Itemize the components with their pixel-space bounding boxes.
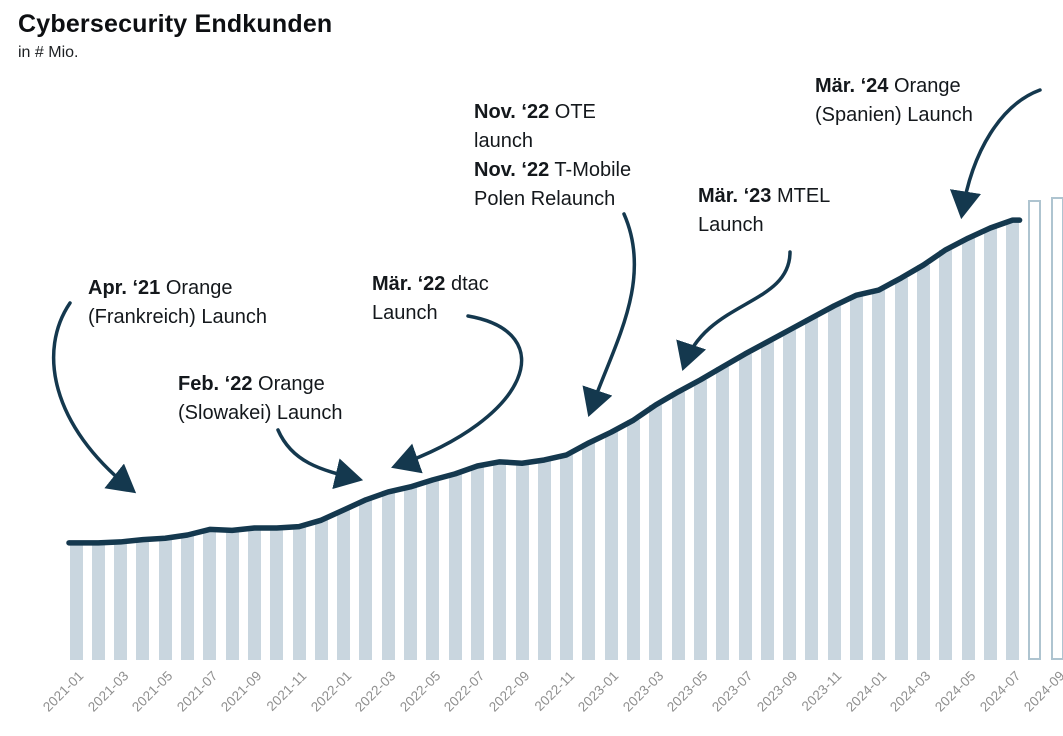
annotation-arrow-maer-22 — [391, 314, 524, 474]
annotation-arrow-maer-23 — [676, 250, 792, 371]
annotation-feb-22-orange-slowakei: Feb. ‘22 Orange (Slowakei) Launch — [178, 370, 343, 428]
bar — [560, 454, 574, 660]
chart-title: Cybersecurity Endkunden — [18, 10, 333, 38]
forecast-bar — [1028, 199, 1042, 660]
annotation-arrow-feb-22 — [276, 428, 364, 490]
bar — [181, 535, 194, 660]
bar — [158, 538, 172, 660]
x-axis-label: 2021-07 — [173, 668, 221, 715]
bar — [448, 473, 462, 660]
x-axis-label: 2022-05 — [396, 668, 444, 715]
bar — [381, 491, 395, 660]
annotation-line: (Spanien) Launch — [815, 104, 973, 126]
annotation-line: Nov. ‘22 T-Mobile — [474, 159, 632, 181]
bar — [738, 353, 752, 660]
bar — [136, 539, 150, 660]
bar — [337, 510, 351, 660]
forecast-bar — [1050, 197, 1063, 660]
x-axis-label: 2024-05 — [931, 668, 979, 715]
annotation-line: Launch — [698, 214, 764, 236]
x-axis-label: 2023-01 — [575, 668, 622, 715]
bar — [470, 466, 484, 660]
x-axis-label: 2022-09 — [485, 668, 533, 715]
bar — [850, 295, 863, 660]
bar — [247, 528, 261, 660]
x-axis-label: 2024-01 — [842, 668, 890, 715]
bar — [872, 290, 886, 660]
bar — [314, 520, 328, 660]
bar — [827, 305, 841, 660]
bar — [916, 265, 930, 660]
x-axis-label: 2023-11 — [798, 668, 845, 714]
annotation-line: Apr. ‘21 Orange — [88, 277, 233, 299]
annotation-apr-21-orange-frankreich: Apr. ‘21 Orange (Frankreich) Launch — [88, 274, 267, 332]
x-axis-label: 2021-11 — [263, 668, 310, 714]
bar — [493, 461, 507, 660]
bar — [1006, 220, 1020, 660]
bar — [961, 238, 975, 660]
bar — [939, 249, 953, 660]
bar — [805, 317, 819, 660]
bar — [627, 420, 640, 660]
annotation-line: Mär. ‘23 MTEL — [698, 185, 831, 207]
bar — [91, 542, 105, 660]
bar — [649, 404, 663, 660]
annotation-line: Launch — [372, 302, 438, 324]
annotation-arrow-maer-24 — [949, 88, 1042, 220]
annotation-line: (Slowakei) Launch — [178, 402, 343, 424]
bar — [225, 530, 239, 660]
x-axis-label: 2023-07 — [708, 668, 756, 715]
bar — [760, 341, 774, 660]
chart-subtitle: in # Mio. — [18, 44, 79, 61]
annotation-line: Nov. ‘22 OTE — [474, 101, 596, 123]
annotation-line: Mär. ‘24 Orange — [815, 75, 961, 97]
bar — [515, 463, 529, 660]
annotation-line: launch — [474, 130, 533, 152]
x-axis-label: 2022-01 — [307, 668, 355, 715]
bar — [537, 459, 551, 660]
annotation-maer-22-dtac: Mär. ‘22 dtac Launch — [372, 270, 489, 328]
bar — [114, 541, 128, 660]
x-axis-label: 2024-03 — [887, 668, 934, 715]
bar — [359, 499, 373, 660]
x-axis-label: 2024-09 — [1021, 668, 1063, 715]
bar — [426, 479, 440, 660]
x-axis-label: 2022-03 — [352, 668, 399, 715]
annotation-nov-22-ote-tmobile: Nov. ‘22 OTE launch Nov. ‘22 T-Mobile Polen… — [474, 98, 631, 214]
x-axis-label: 2023-03 — [619, 668, 667, 715]
annotation-arrow-nov-22 — [582, 212, 637, 417]
annotation-maer-24-orange-spanien: Mär. ‘24 Orange (Spanien) Launch — [815, 72, 973, 130]
x-axis-label: 2022-07 — [441, 668, 488, 715]
x-axis-label: 2021-01 — [39, 668, 87, 715]
bar — [983, 228, 997, 660]
x-axis-label: 2022-11 — [531, 668, 578, 714]
bar — [894, 278, 908, 660]
bar — [582, 442, 596, 660]
bar — [783, 329, 797, 660]
bar — [292, 526, 306, 660]
annotation-line: Mär. ‘22 dtac — [372, 273, 489, 295]
x-axis-label: 2023-09 — [753, 668, 801, 715]
bar — [693, 379, 707, 660]
x-axis-label: 2021-09 — [218, 668, 265, 715]
x-axis-label: 2023-05 — [664, 668, 711, 715]
x-axis-label: 2021-05 — [129, 668, 176, 715]
bar — [604, 432, 618, 660]
bar — [270, 528, 284, 660]
bar — [404, 486, 417, 660]
bar — [203, 529, 217, 660]
annotation-maer-23-mtel: Mär. ‘23 MTEL Launch — [698, 182, 830, 240]
bar — [671, 391, 685, 660]
x-axis-label: 2024-07 — [976, 668, 1024, 715]
annotation-line: Feb. ‘22 Orange — [178, 373, 325, 395]
x-axis-label: 2021-03 — [84, 668, 132, 715]
bar — [716, 366, 730, 660]
bar — [69, 542, 83, 660]
annotation-line: Polen Relaunch — [474, 188, 616, 210]
annotation-line: (Frankreich) Launch — [88, 306, 267, 328]
